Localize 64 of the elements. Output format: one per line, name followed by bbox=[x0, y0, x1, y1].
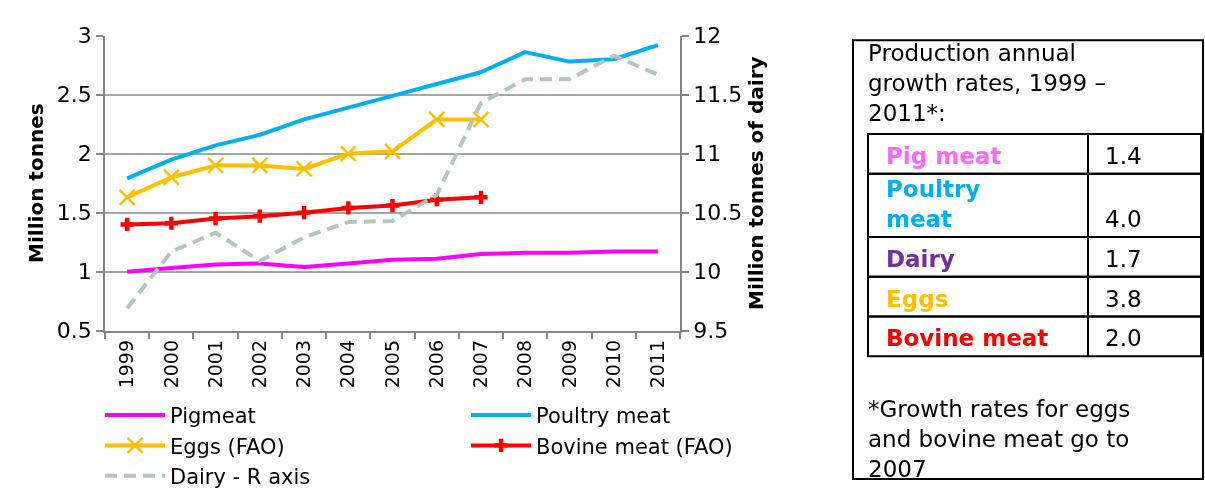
y2-tick-label: 11.5 bbox=[693, 82, 743, 108]
x-tick-label: 2000 bbox=[159, 340, 182, 389]
x-tick-label: 2004 bbox=[336, 340, 359, 389]
x-tick-label: 2009 bbox=[557, 340, 580, 389]
y2-tick-label: 11 bbox=[693, 141, 722, 167]
point bbox=[297, 206, 311, 220]
text: 2.0 bbox=[1105, 325, 1142, 351]
x-tick-label: 2011 bbox=[646, 340, 669, 389]
text: 1.4 bbox=[1105, 143, 1142, 169]
category-label: Dairy bbox=[886, 246, 955, 272]
x-tick-label: 2003 bbox=[292, 340, 315, 389]
point bbox=[251, 156, 269, 175]
legend-label: Bovine meat (FAO) bbox=[536, 434, 733, 459]
y-tick-label: 1 bbox=[77, 259, 92, 285]
y2-tick-label: 10.5 bbox=[693, 200, 743, 226]
text: Production annual growth rates, 1999 – 2011*: bbox=[868, 40, 1107, 126]
y2-tick-label: 12 bbox=[693, 23, 722, 49]
y-tick-label: 2 bbox=[77, 141, 92, 167]
point bbox=[295, 160, 313, 178]
point bbox=[253, 209, 267, 223]
point bbox=[427, 110, 446, 129]
line-series bbox=[125, 43, 660, 181]
point bbox=[474, 190, 488, 204]
point bbox=[339, 144, 358, 163]
x-tick-label: 1999 bbox=[115, 340, 138, 389]
point bbox=[206, 156, 225, 175]
y2-tick-label: 10 bbox=[693, 259, 722, 285]
y-tick-label: 3 bbox=[77, 23, 92, 49]
x-tick-label: 2007 bbox=[469, 340, 492, 389]
legend-label: Pigmeat bbox=[170, 404, 256, 429]
point bbox=[341, 201, 355, 215]
point bbox=[472, 110, 490, 129]
x-tick-label: 2010 bbox=[601, 340, 624, 389]
x-tick-label: 2008 bbox=[513, 340, 536, 389]
line-series bbox=[125, 249, 660, 274]
category-label: Bovine meat bbox=[886, 325, 1049, 351]
text: 3.8 bbox=[1105, 286, 1142, 312]
x-tick-label: 2001 bbox=[203, 340, 226, 389]
legend-label: Poultry meat bbox=[536, 404, 671, 429]
category-label: Poultry meat bbox=[886, 176, 981, 232]
y-axis-title: Million tonnes bbox=[23, 103, 48, 263]
legend-label: Dairy - R axis bbox=[170, 464, 311, 489]
y-tick-label: 0.5 bbox=[56, 318, 92, 344]
legend-label: Eggs (FAO) bbox=[170, 434, 285, 459]
category-label: Eggs bbox=[886, 286, 949, 312]
point bbox=[164, 216, 178, 230]
x-tick-label: 2006 bbox=[424, 340, 447, 389]
text: *Growth rates for eggs and bovine meat go to 2007 bbox=[868, 396, 1131, 482]
category-label: Pig meat bbox=[886, 143, 1002, 169]
x-tick-label: 2005 bbox=[380, 340, 403, 389]
text: 4.0 bbox=[1105, 206, 1142, 232]
y-tick-label: 2.5 bbox=[56, 82, 92, 108]
y-tick-label: 1.5 bbox=[56, 200, 92, 226]
point bbox=[208, 211, 223, 226]
point bbox=[383, 142, 402, 161]
point bbox=[118, 188, 136, 207]
point bbox=[162, 168, 181, 186]
point bbox=[385, 198, 400, 213]
text: 1.7 bbox=[1105, 246, 1142, 272]
line-series bbox=[125, 53, 660, 311]
y2-axis-title: Million tonnes of dairy bbox=[744, 56, 769, 310]
y2-tick-label: 9.5 bbox=[693, 318, 729, 344]
x-tick-label: 2002 bbox=[247, 340, 270, 389]
point bbox=[120, 217, 134, 232]
